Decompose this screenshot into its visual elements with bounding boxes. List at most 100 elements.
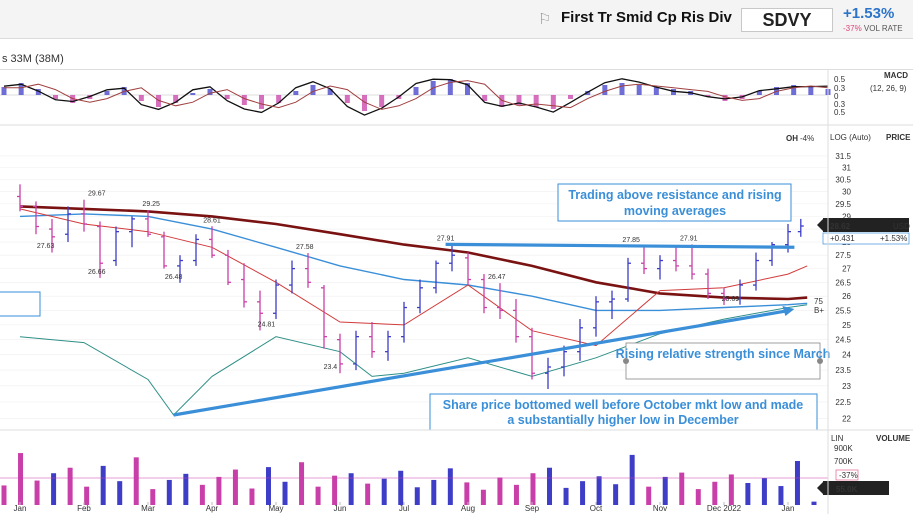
volume-bar <box>761 478 767 505</box>
ticker-input[interactable]: SDVY <box>741 8 833 32</box>
annotation-handle[interactable] <box>623 358 629 364</box>
ohlc-bar <box>497 283 503 320</box>
volume-tick: 900K <box>834 444 853 453</box>
volume-tag <box>823 481 889 495</box>
ohlc-bar <box>561 345 567 377</box>
price-tick-label: 31.5 <box>835 152 851 161</box>
macd-bar <box>516 95 522 105</box>
macd-bar <box>18 83 24 95</box>
macd-bar <box>138 95 144 101</box>
ohlc-bar <box>97 221 103 278</box>
support-trendline <box>173 309 787 417</box>
price-tick-label: 23 <box>842 382 851 391</box>
price-point-label: 29.25 <box>142 201 160 208</box>
volume-bar <box>166 479 172 505</box>
ohlc-bar <box>625 257 631 302</box>
ohlc-bar <box>721 287 727 305</box>
volume-bar <box>778 486 784 505</box>
price-tick-label: 23.5 <box>835 366 851 375</box>
annotation-resistance-line1: Trading above resistance and rising <box>568 188 781 202</box>
ohlc-bar <box>417 279 423 314</box>
macd-bar <box>550 95 556 109</box>
volume-title: VOLUME <box>876 434 911 443</box>
volume-bar <box>447 468 453 505</box>
macd-bar <box>413 87 419 95</box>
price-point-label: 26.66 <box>88 269 106 276</box>
price-point-label: 26.48 <box>165 274 183 281</box>
volume-bar <box>398 470 404 505</box>
flag-icon[interactable]: ⚐ <box>538 11 552 28</box>
macd-bar <box>53 95 58 99</box>
x-tick-label: Sep <box>525 504 540 513</box>
annotation-box-cropped <box>0 291 41 317</box>
volume-bar <box>365 483 371 505</box>
volume-bar <box>811 501 817 505</box>
ohlc-bar <box>641 245 647 275</box>
support-arrowhead <box>782 305 795 316</box>
volume-bar <box>480 489 486 505</box>
price-tick-label: 25 <box>842 321 851 330</box>
volume-bar <box>183 473 189 505</box>
volume-tag-pointer <box>817 482 823 494</box>
macd-bar <box>207 89 213 95</box>
ohlc-bar <box>113 226 119 266</box>
annotation-box-resistance <box>557 183 792 222</box>
ohlc-bar <box>673 247 679 272</box>
volume-bar <box>431 479 437 505</box>
price-tick-label: 29 <box>842 212 851 221</box>
x-tick-label: Apr <box>206 504 219 513</box>
macd-panel: 0.5 0.3 0 0.3 0.5 MACD (12, 26, 9) <box>0 71 908 117</box>
price-point-labels: 29.67 27.63 26.66 29.25 26.48 28.61 24.81 27.58… <box>37 191 739 372</box>
macd-bar <box>756 91 762 95</box>
ohlc-bar <box>145 210 151 237</box>
volume-bar <box>497 477 503 505</box>
volume-bar <box>150 489 156 505</box>
ohlc-bar <box>33 201 39 235</box>
vol-rate-label: VOL RATE <box>863 24 903 33</box>
ohlc-bar <box>545 357 551 390</box>
ohlc-bar <box>177 255 183 283</box>
volume-bar <box>133 457 139 505</box>
price-point-label: 27.63 <box>37 243 55 250</box>
price-tick-label: 22 <box>842 414 851 423</box>
volume-bar <box>249 488 255 505</box>
volume-bar <box>679 472 685 505</box>
volume-bar <box>464 482 470 505</box>
ohlc-bar <box>385 330 391 361</box>
macd-bar <box>259 95 264 109</box>
macd-bar <box>619 83 625 95</box>
annotation-handle[interactable] <box>817 358 823 364</box>
ohlc-bar <box>49 218 55 253</box>
ohlc-bar <box>161 231 167 269</box>
ohlc-bar <box>797 218 804 237</box>
volume-bar <box>695 489 701 505</box>
change-tag <box>822 232 910 245</box>
x-tick-label: Jan <box>14 504 27 513</box>
current-price-tag <box>823 218 909 232</box>
macd-tick: 0 <box>834 92 839 101</box>
price-point-label: 27.85 <box>622 237 640 244</box>
ohlc-bar <box>193 234 199 266</box>
volume-bar <box>84 486 90 505</box>
macd-bar <box>465 83 470 95</box>
volume-bar <box>1 485 7 505</box>
macd-bar <box>293 91 299 95</box>
x-tick-label: Jun <box>334 504 347 513</box>
macd-bar <box>1 87 7 95</box>
resistance-trendline <box>445 242 795 249</box>
ma-21-line <box>19 208 808 347</box>
price-axis: 31.53130.53029.52928.52827.52726.52625.5… <box>835 152 851 423</box>
log-scale-label[interactable]: LOG (Auto) <box>830 133 871 142</box>
volume-bar <box>613 484 619 505</box>
macd-tick: 0.5 <box>834 75 846 84</box>
macd-tick: 0.3 <box>834 100 846 109</box>
volume-bar <box>381 478 387 505</box>
x-tick-label: May <box>268 504 283 513</box>
ohlc-bar <box>17 184 23 212</box>
current-price: 28.62 <box>830 222 851 231</box>
macd-bar <box>636 85 642 95</box>
macd-bar <box>705 95 711 97</box>
ohlc-bar <box>753 252 759 291</box>
macd-bar <box>241 95 247 105</box>
